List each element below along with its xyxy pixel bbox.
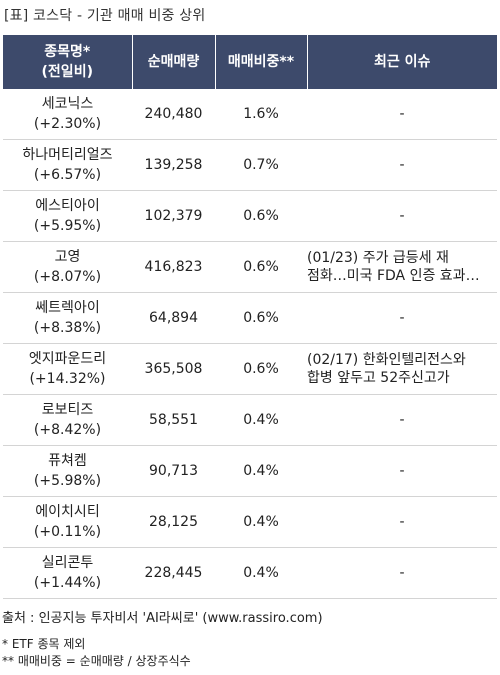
table-row: 에스티아이 (+5.95%) 102,379 0.6% - (3, 190, 497, 242)
stock-name-cell: 고영 (+8.07%) (3, 241, 132, 293)
header-ratio: 매매비중** (214, 35, 307, 89)
table-row: 쎄트렉아이 (+8.38%) 64,894 0.6% - (3, 292, 497, 344)
recent-issue: - (307, 190, 497, 242)
net-volume: 139,258 (132, 139, 215, 191)
recent-issue: - (307, 292, 497, 344)
issue-line1: - (399, 565, 405, 581)
stock-name: 고영 (54, 249, 81, 265)
recent-issue: - (307, 394, 497, 446)
header-issue: 최근 이슈 (306, 35, 497, 89)
stock-name: 로보티즈 (41, 402, 94, 418)
stock-name-cell: 에스티아이 (+5.95%) (3, 190, 132, 242)
net-volume: 240,480 (132, 89, 215, 140)
issue-line2: 점화…미국 FDA 인증 효과 … (307, 268, 483, 284)
stock-name: 에스티아이 (35, 198, 100, 214)
header-name-line1: 종목명* (44, 44, 91, 60)
stock-name-cell: 세코닉스 (+2.30%) (3, 89, 132, 140)
stock-change: (+1.44%) (33, 575, 102, 591)
issue-line1: - (399, 412, 405, 428)
issue-line1: (01/23) 주가 급등세 재 (307, 250, 449, 266)
stock-change: (+6.57%) (33, 167, 102, 183)
net-volume: 365,508 (132, 343, 215, 395)
trade-ratio: 0.7% (215, 139, 307, 191)
issue-line1: - (399, 310, 405, 326)
stock-name-cell: 엣지파운드리 (+14.32%) (3, 343, 132, 395)
trade-ratio: 1.6% (215, 89, 307, 140)
stock-name-cell: 에이치시티 (+0.11%) (3, 496, 132, 548)
stock-change: (+5.98%) (33, 473, 102, 489)
stock-name: 쎄트렉아이 (35, 300, 100, 316)
net-volume: 64,894 (132, 292, 215, 344)
net-volume: 416,823 (132, 241, 215, 293)
stock-change: (+2.30%) (33, 116, 102, 132)
stock-name: 에이치시티 (35, 504, 100, 520)
net-volume: 102,379 (132, 190, 215, 242)
stock-name: 실리콘투 (41, 555, 94, 571)
stock-change: (+8.38%) (33, 320, 102, 336)
table-row: 에이치시티 (+0.11%) 28,125 0.4% - (3, 496, 497, 548)
stock-name: 퓨쳐켐 (48, 453, 87, 469)
stock-change: (+8.42%) (33, 422, 102, 438)
net-volume: 58,551 (132, 394, 215, 446)
issue-line1: - (399, 208, 405, 224)
trade-ratio: 0.4% (215, 547, 307, 599)
recent-issue: - (307, 547, 497, 599)
header-name: 종목명* (전일비) (3, 35, 132, 89)
stock-name-cell: 로보티즈 (+8.42%) (3, 394, 132, 446)
issue-line1: - (399, 106, 405, 122)
table-row: 하나머티리얼즈 (+6.57%) 139,258 0.7% - (3, 139, 497, 191)
stock-name-cell: 퓨쳐켐 (+5.98%) (3, 445, 132, 497)
issue-line1: - (399, 514, 405, 530)
table-row: 세코닉스 (+2.30%) 240,480 1.6% - (3, 89, 497, 140)
issue-line1: - (399, 463, 405, 479)
issue-line1: - (399, 157, 405, 173)
footnote-ratio: ** 매매비중 = 순매매량 / 상장주식수 (2, 654, 191, 668)
source-note: 출처 : 인공지능 투자비서 'AI라씨로' (www.rassiro.com) (2, 611, 323, 626)
issue-line2: 합병 앞두고 52주신고가 (307, 370, 450, 386)
stock-name: 하나머티리얼즈 (22, 147, 113, 163)
recent-issue: - (307, 496, 497, 548)
header-name-line2: (전일비) (41, 64, 93, 80)
net-volume: 28,125 (132, 496, 215, 548)
header-row: 종목명* (전일비) 순매매량 매매비중** 최근 이슈 (3, 35, 497, 89)
trade-ratio: 0.6% (215, 190, 307, 242)
trade-ratio: 0.4% (215, 394, 307, 446)
trade-ratio: 0.6% (215, 343, 307, 395)
trade-ratio: 0.6% (215, 292, 307, 344)
stock-change: (+0.11%) (33, 524, 102, 540)
net-volume: 228,445 (132, 547, 215, 599)
stock-name: 세코닉스 (41, 96, 94, 112)
stock-name-cell: 실리콘투 (+1.44%) (3, 547, 132, 599)
footnote-etf: * ETF 종목 제외 (2, 637, 86, 651)
issue-line1: (02/17) 한화인텔리전스와 (307, 352, 466, 368)
table-row: 실리콘투 (+1.44%) 228,445 0.4% - (3, 547, 497, 599)
table-row: 퓨쳐켐 (+5.98%) 90,713 0.4% - (3, 445, 497, 497)
stock-name-cell: 쎄트렉아이 (+8.38%) (3, 292, 132, 344)
institution-trading-table: 종목명* (전일비) 순매매량 매매비중** 최근 이슈 세코닉스 (+2.30%… (3, 35, 497, 599)
net-volume: 90,713 (132, 445, 215, 497)
stock-change: (+5.95%) (33, 218, 102, 234)
stock-name-cell: 하나머티리얼즈 (+6.57%) (3, 139, 132, 191)
header-volume: 순매매량 (131, 35, 215, 89)
stock-name: 엣지파운드리 (28, 351, 107, 367)
table-title: [표] 코스닥 - 기관 매매 비중 상위 (4, 8, 206, 24)
trade-ratio: 0.4% (215, 445, 307, 497)
trade-ratio: 0.6% (215, 241, 307, 293)
stock-change: (+8.07%) (33, 269, 102, 285)
recent-issue: - (307, 445, 497, 497)
recent-issue: - (307, 139, 497, 191)
trade-ratio: 0.4% (215, 496, 307, 548)
stock-change: (+14.32%) (29, 371, 106, 387)
recent-issue: - (307, 89, 497, 140)
table-row: 엣지파운드리 (+14.32%) 365,508 0.6% (02/17) 한화인텔리전… (3, 343, 497, 395)
table-row: 로보티즈 (+8.42%) 58,551 0.4% - (3, 394, 497, 446)
